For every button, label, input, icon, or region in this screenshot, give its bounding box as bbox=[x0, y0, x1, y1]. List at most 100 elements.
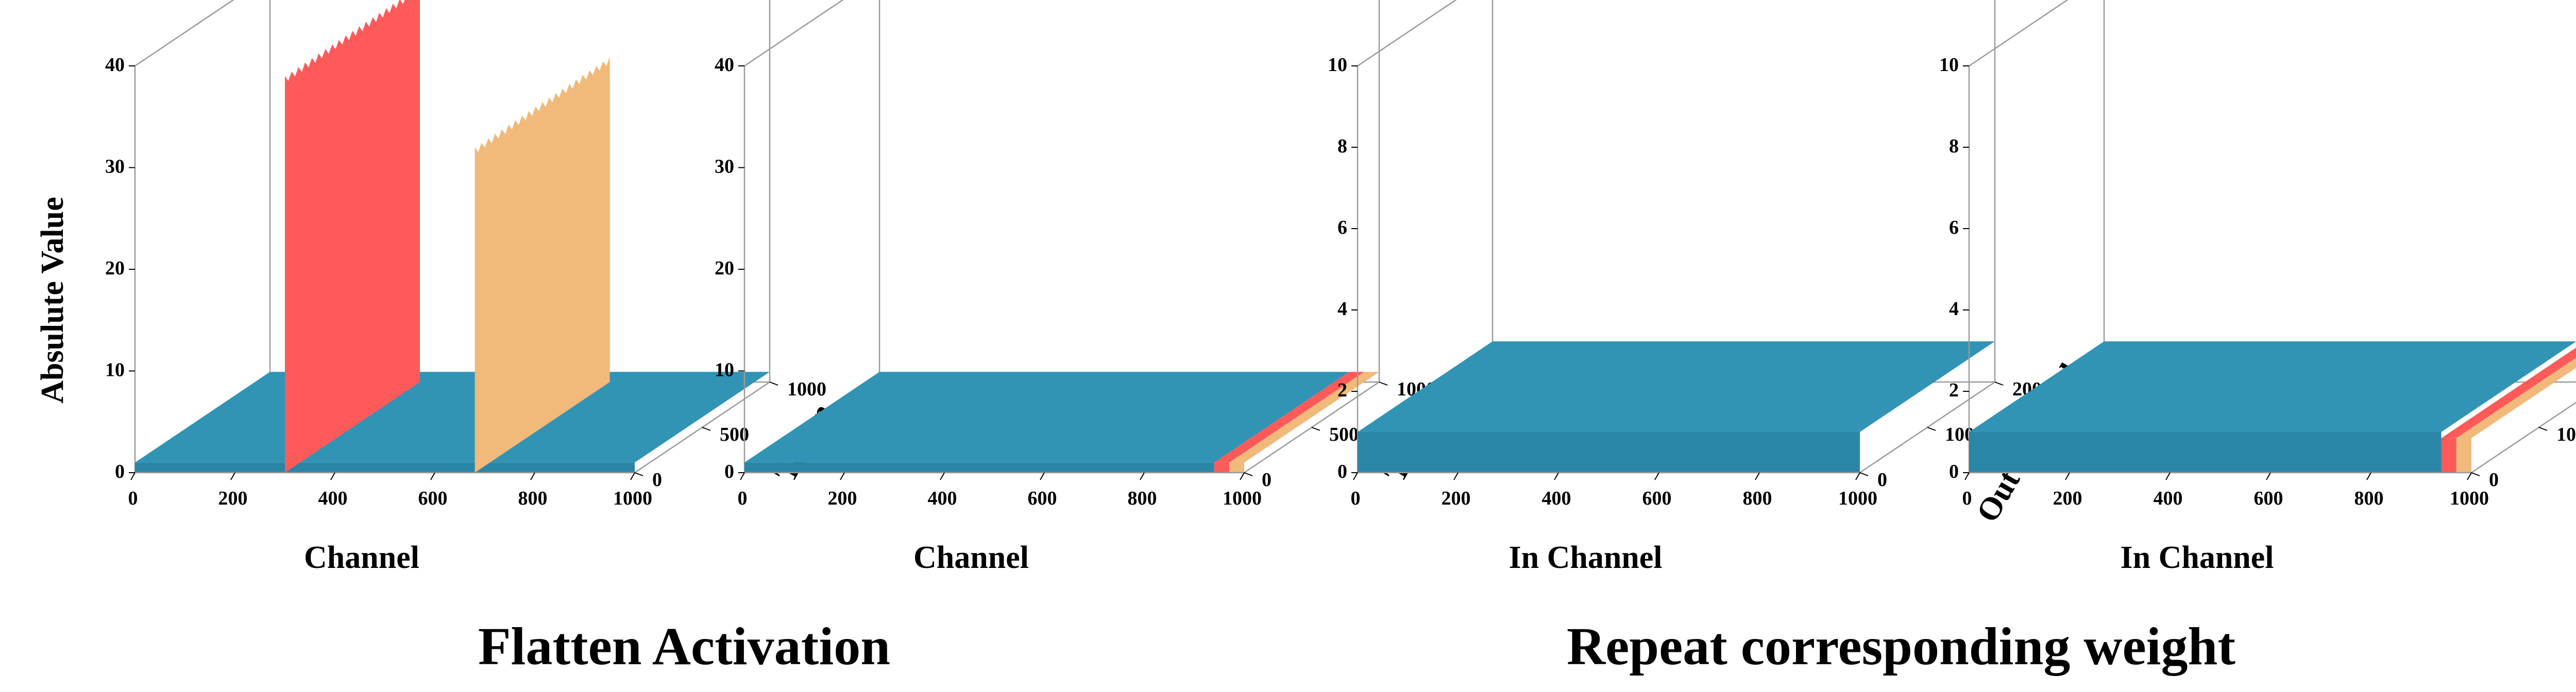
x-tick-mark bbox=[2165, 472, 2171, 480]
top-left-edge bbox=[744, 0, 844, 67]
z-tick-label: 8 bbox=[1949, 135, 1959, 157]
x-tick-mark bbox=[1453, 472, 1459, 480]
y-tick-mark bbox=[769, 382, 778, 386]
z-tick-label: 2 bbox=[1949, 379, 1959, 401]
x-tick-label: 0 bbox=[738, 488, 748, 509]
z-tick-label: 0 bbox=[1337, 461, 1347, 482]
z-tick-label: 4 bbox=[1337, 298, 1347, 320]
z-tick-label: 4 bbox=[1949, 298, 1959, 320]
x-tick-label: 1000 bbox=[1223, 488, 1262, 509]
z-tick-label: 40 bbox=[715, 54, 734, 76]
base-surface-front bbox=[1358, 432, 1860, 473]
channel-stripe-top bbox=[2441, 348, 2576, 438]
base-surface-top bbox=[1969, 341, 2576, 432]
channel-stripe-top bbox=[2456, 357, 2576, 438]
x-tick-label: 400 bbox=[2154, 488, 2183, 509]
y-tick-mark bbox=[1244, 472, 1253, 476]
x-tick-label: 600 bbox=[1642, 488, 1672, 509]
x-tick-mark bbox=[2266, 472, 2271, 480]
figure-title-left: Flatten Activation bbox=[478, 617, 890, 676]
base-surface-front bbox=[135, 462, 635, 473]
z-tick-label: 2 bbox=[1337, 379, 1347, 401]
x-axis-label: In Channel bbox=[1509, 540, 1662, 575]
x-tick-mark bbox=[1140, 472, 1145, 480]
y-tick-label: 0 bbox=[2489, 469, 2499, 491]
channel-stripe-top bbox=[1229, 372, 1379, 463]
x-tick-label: 800 bbox=[1128, 488, 1157, 509]
z-axis-label: Absulute Value bbox=[35, 197, 70, 403]
x-tick-mark bbox=[2366, 472, 2371, 480]
x-tick-label: 200 bbox=[1442, 488, 1471, 509]
base-surface-front bbox=[744, 462, 1214, 473]
x-tick-label: 400 bbox=[318, 488, 348, 509]
y-tick-label: 1000 bbox=[787, 378, 826, 400]
x-tick-mark bbox=[1040, 472, 1045, 480]
x-tick-label: 0 bbox=[1962, 488, 1972, 509]
x-tick-mark bbox=[330, 472, 335, 480]
x-tick-mark bbox=[1964, 472, 1970, 480]
y-tick-mark bbox=[634, 472, 643, 476]
x-tick-label: 1000 bbox=[613, 488, 652, 509]
z-tick-label: 20 bbox=[715, 257, 734, 279]
z-tick-label: 20 bbox=[105, 257, 125, 279]
x-tick-label: 200 bbox=[828, 488, 857, 509]
z-tick-label: 8 bbox=[1337, 135, 1347, 157]
z-tick-label: 0 bbox=[1949, 461, 1959, 482]
x-tick-label: 0 bbox=[128, 488, 138, 509]
y-tick-mark bbox=[1859, 472, 1869, 476]
z-tick-label: 10 bbox=[715, 359, 734, 381]
base-surface-top bbox=[1358, 341, 1995, 432]
x-tick-label: 600 bbox=[418, 488, 448, 509]
z-tick-label: 40 bbox=[105, 54, 125, 76]
x-tick-label: 1000 bbox=[1838, 488, 1877, 509]
x-tick-label: 800 bbox=[2354, 488, 2384, 509]
x-tick-mark bbox=[1353, 472, 1358, 480]
channel-stripe-front bbox=[1214, 462, 1229, 473]
outlier-wall bbox=[285, 0, 420, 473]
top-left-edge bbox=[134, 0, 234, 67]
y-tick-label: 0 bbox=[1877, 469, 1887, 491]
x-tick-mark bbox=[530, 472, 535, 480]
x-tick-label: 200 bbox=[218, 488, 248, 509]
figure-title-right: Repeat corresponding weight bbox=[1567, 617, 2235, 676]
x-tick-label: 800 bbox=[1743, 488, 1772, 509]
x-tick-mark bbox=[1855, 472, 1860, 480]
x-axis-label: In Channel bbox=[2120, 540, 2274, 575]
base-surface-front bbox=[1969, 432, 2442, 473]
x-tick-mark bbox=[1554, 472, 1559, 480]
z-tick-label: 10 bbox=[1939, 54, 1959, 76]
x-axis-label: Channel bbox=[304, 540, 419, 575]
x-tick-mark bbox=[2065, 472, 2070, 480]
x-tick-label: 600 bbox=[2254, 488, 2283, 509]
base-surface-top bbox=[135, 372, 770, 463]
y-tick-mark bbox=[1927, 427, 1936, 431]
y-tick-mark bbox=[1379, 382, 1388, 386]
x-tick-mark bbox=[2467, 472, 2472, 480]
y-tick-label: 0 bbox=[1262, 469, 1272, 491]
x-tick-mark bbox=[130, 472, 135, 480]
x-tick-mark bbox=[430, 472, 435, 480]
x-tick-mark bbox=[1654, 472, 1659, 480]
x-tick-mark bbox=[1240, 472, 1245, 480]
z-tick-label: 10 bbox=[1328, 54, 1347, 76]
z-tick-label: 10 bbox=[105, 359, 125, 381]
x-tick-label: 600 bbox=[1028, 488, 1057, 509]
z-tick-label: 30 bbox=[715, 156, 734, 178]
y-tick-mark bbox=[1994, 382, 2004, 386]
y-tick-mark bbox=[2471, 472, 2480, 476]
base-surface-top bbox=[744, 372, 1349, 463]
z-tick-label: 6 bbox=[1337, 217, 1347, 238]
x-tick-mark bbox=[740, 472, 745, 480]
x-tick-label: 1000 bbox=[2450, 488, 2489, 509]
y-tick-mark bbox=[2538, 427, 2548, 431]
channel-stripe-front bbox=[2456, 438, 2471, 473]
x-tick-mark bbox=[940, 472, 945, 480]
x-tick-mark bbox=[840, 472, 845, 480]
x-tick-label: 400 bbox=[928, 488, 957, 509]
z-tick-label: 0 bbox=[724, 461, 734, 482]
y-tick-mark bbox=[702, 427, 711, 431]
z-tick-label: 30 bbox=[105, 156, 125, 178]
y-tick-label: 500 bbox=[1329, 424, 1359, 445]
x-tick-label: 0 bbox=[1351, 488, 1361, 509]
